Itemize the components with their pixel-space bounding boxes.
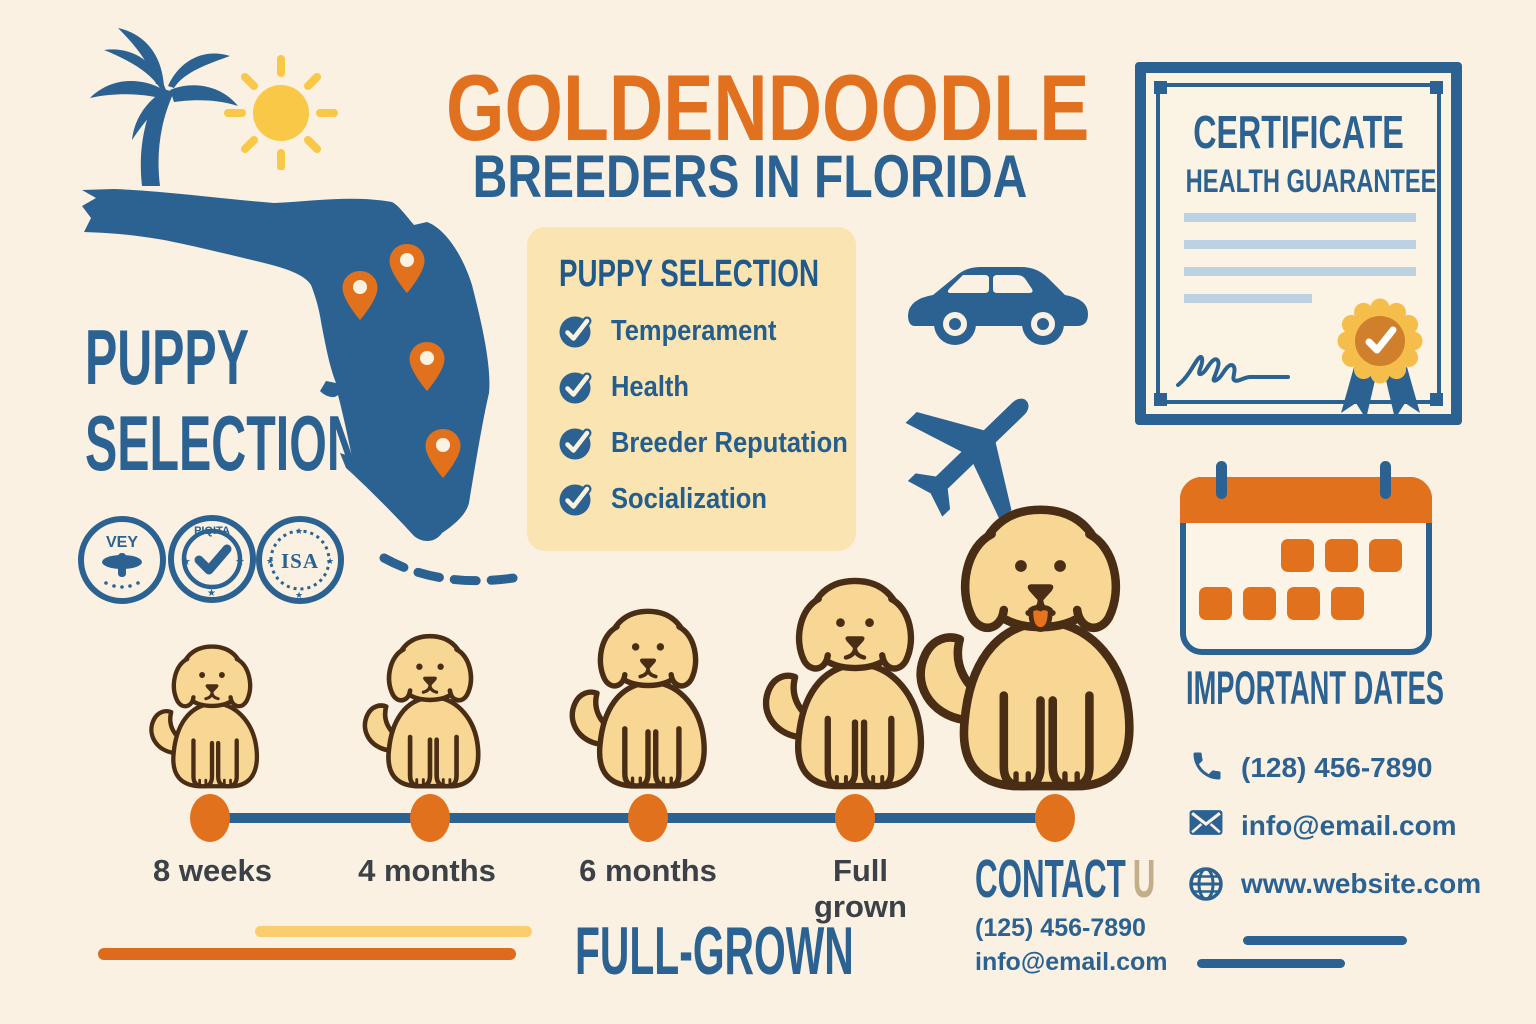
svg-text:ISA: ISA xyxy=(281,549,319,573)
star-decoration: ★ xyxy=(266,556,274,566)
calendar-ring xyxy=(1380,461,1391,499)
check-circle-icon xyxy=(559,372,592,404)
timeline-dot xyxy=(1035,794,1075,842)
checklist-item: Socialization xyxy=(557,481,788,518)
page-subtitle: BREEDERS IN FLORIDA xyxy=(472,143,1028,210)
stamp-badge-isa: ISA ★ ★ ★ ★ xyxy=(256,516,344,604)
left-heading-line1: PUPPY xyxy=(85,313,249,401)
certificate-seal-icon xyxy=(1337,298,1423,419)
florida-keys-dashes xyxy=(379,553,531,586)
timeline-label: 6 months xyxy=(579,853,717,888)
airplane-icon xyxy=(905,398,1029,521)
florida-map xyxy=(82,189,531,586)
globe-icon xyxy=(1189,867,1223,901)
left-heading-line2: SELECTION xyxy=(85,399,362,487)
contact-heading: CONTACT U xyxy=(975,849,1156,909)
timeline-dot xyxy=(628,794,668,842)
contact-email: info@email.com xyxy=(975,948,1168,976)
sun-icon xyxy=(224,55,338,170)
important-dates-heading: IMPORTANT DATES xyxy=(1186,661,1444,714)
certificate-text-line xyxy=(1184,294,1312,303)
star-decoration: ★ xyxy=(295,590,303,600)
palm-tree-icon xyxy=(90,28,238,186)
star-decoration: ★ xyxy=(235,556,245,568)
certificate-inner-border xyxy=(1156,83,1441,404)
car-icon xyxy=(908,267,1088,345)
checklist-item: Breeder Reputation xyxy=(557,425,880,462)
certificate: CERTIFICATE HEALTH GUARANTEE xyxy=(1135,62,1462,425)
check-circle-icon xyxy=(559,316,592,348)
contact-phone: (125) 456-7890 xyxy=(975,914,1146,942)
timeline-dot xyxy=(190,794,230,842)
star-decoration: ★ xyxy=(295,526,303,536)
certificate-text-line xyxy=(1184,213,1416,222)
envelope-icon xyxy=(1189,810,1223,835)
phone-icon xyxy=(1193,752,1221,780)
star-decoration: ★ xyxy=(207,588,216,599)
email-address: info@email.com xyxy=(1241,810,1457,841)
decorative-line-yellow xyxy=(255,926,532,937)
page-title: GOLDENDOODLE xyxy=(446,55,1090,160)
card-title: PUPPY SELECTION xyxy=(559,253,820,295)
puppy-selection-card: PUPPY SELECTION Temperament Health xyxy=(527,227,856,551)
calendar-ring xyxy=(1216,461,1227,499)
decorative-line-blue xyxy=(1243,936,1407,945)
puppy-illustration-4-months xyxy=(357,628,503,801)
full-grown-heading: FULL-GROWN xyxy=(575,913,854,989)
tongue xyxy=(1028,605,1053,632)
certificate-title: CERTIFICATE xyxy=(1193,106,1404,158)
contact-heading-suffix: U xyxy=(1132,849,1156,909)
certificate-subtitle: HEALTH GUARANTEE xyxy=(1185,163,1437,199)
certificate-text-line xyxy=(1184,240,1416,249)
certificate-text-line xyxy=(1184,267,1416,276)
signature-icon xyxy=(1176,355,1290,387)
checklist-item: Temperament xyxy=(557,313,799,350)
timeline-label: 8 weeks xyxy=(153,853,272,888)
puppy-illustration-6-months xyxy=(563,602,733,803)
puppy-illustration-adult xyxy=(906,495,1175,813)
timeline-dot xyxy=(835,794,875,842)
timeline-dot xyxy=(410,794,450,842)
decorative-line-orange xyxy=(98,948,516,960)
timeline-label: 4 months xyxy=(358,853,496,888)
svg-text:VEY: VEY xyxy=(106,534,138,551)
star-decoration: ★ xyxy=(326,556,334,566)
stamp-badge-piqita: PIQITA ★ ★ ★ xyxy=(168,515,256,603)
check-circle-icon xyxy=(559,484,592,516)
star-decoration: ★ xyxy=(181,556,191,568)
timeline-label: Full grown xyxy=(814,853,907,924)
phone-number: (128) 456-7890 xyxy=(1241,752,1433,783)
check-circle-icon xyxy=(559,428,592,460)
calendar-icon xyxy=(1180,461,1432,655)
website-url: www.website.com xyxy=(1241,868,1482,899)
stamp-badge-vey: VEY xyxy=(78,516,166,604)
svg-text:PIQITA: PIQITA xyxy=(194,525,230,537)
checklist-item: Health xyxy=(557,369,700,406)
puppy-illustration-8-weeks xyxy=(144,639,280,800)
decorative-line-blue xyxy=(1197,959,1345,968)
